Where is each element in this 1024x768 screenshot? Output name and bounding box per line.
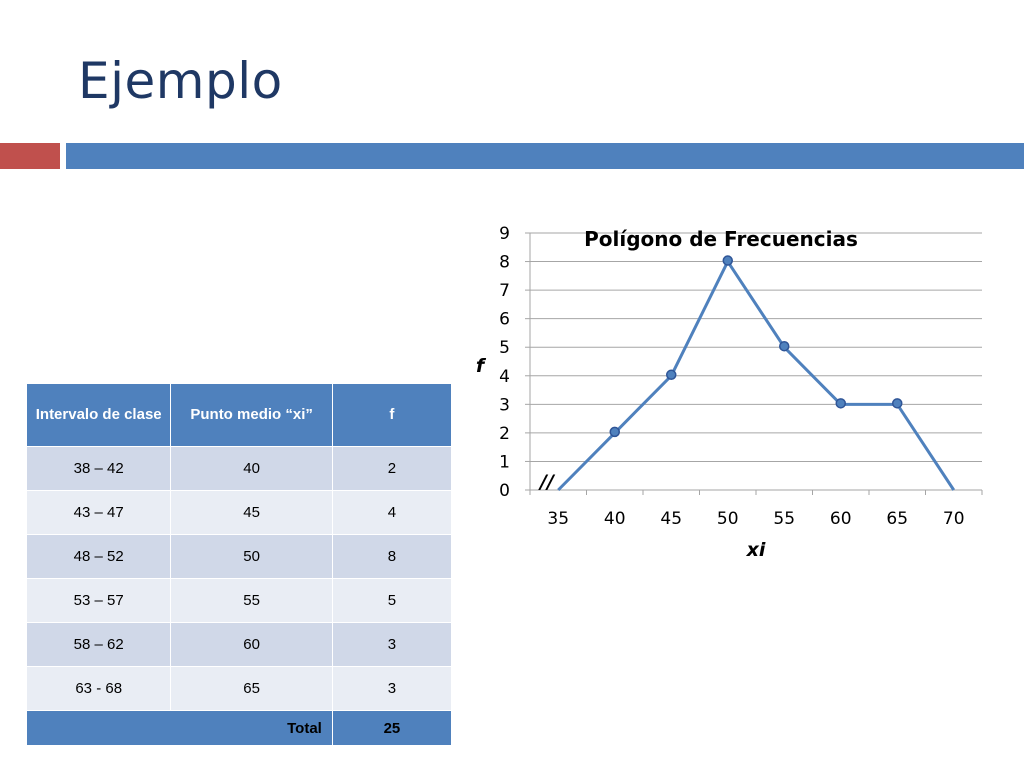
chart-title: Polígono de Frecuencias: [584, 227, 858, 251]
y-tick-label: 4: [499, 367, 510, 387]
table-row: 38 – 42 40 2: [25, 446, 453, 491]
data-point-marker: [892, 398, 903, 409]
x-tick-label: 65: [886, 509, 908, 529]
total-value: 25: [331, 710, 453, 746]
cell-intervalo: 38 – 42: [25, 446, 172, 491]
total-label: Total: [26, 710, 333, 746]
series-line: [557, 260, 956, 492]
table-total-row: Total 25: [26, 710, 453, 746]
cell-f: 8: [331, 534, 453, 579]
slide-title: Ejemplo: [78, 52, 283, 110]
cell-f: 4: [331, 490, 453, 535]
y-tick-label: 2: [499, 424, 510, 444]
y-tick-label: 6: [499, 310, 510, 330]
accent-bar-red: [0, 143, 60, 169]
accent-bar-blue: [66, 143, 1024, 169]
cell-punto-medio: 60: [170, 622, 333, 667]
y-tick-label: 8: [499, 253, 510, 273]
y-axis-label: f: [476, 355, 487, 377]
y-tick-label: 5: [499, 338, 510, 358]
y-tick-label: 7: [499, 281, 510, 301]
x-tick-label: 70: [943, 509, 965, 529]
cell-punto-medio: 40: [170, 446, 333, 491]
data-point-marker: [666, 369, 677, 381]
table-row: 63 - 68 65 3: [25, 666, 453, 711]
table-row: 53 – 57 55 5: [25, 578, 453, 623]
frequency-table: Intervalo de clase Punto medio “xi” f 38…: [25, 383, 453, 746]
y-tick-label: 3: [499, 395, 510, 415]
cell-punto-medio: 55: [170, 578, 333, 623]
chart-gridlines: [525, 232, 983, 495]
y-tick-label: 9: [499, 224, 510, 244]
cell-punto-medio: 45: [170, 490, 333, 535]
cell-f: 2: [331, 446, 453, 491]
cell-f: 3: [331, 666, 453, 711]
y-tick-label: 0: [499, 481, 510, 501]
cell-intervalo: 43 – 47: [25, 490, 172, 535]
x-tick-label: 45: [660, 509, 682, 529]
header-intervalo: Intervalo de clase: [25, 383, 172, 447]
cell-punto-medio: 65: [170, 666, 333, 711]
cell-punto-medio: 50: [170, 534, 333, 579]
header-punto-medio: Punto medio “xi”: [170, 383, 333, 447]
cell-f: 3: [331, 622, 453, 667]
data-point-marker: [835, 398, 846, 409]
x-tick-label: 60: [830, 509, 852, 529]
table-row: 43 – 47 45 4: [25, 490, 453, 535]
data-point-marker: [779, 340, 790, 352]
x-tick-label: 50: [717, 509, 739, 529]
data-point-marker: [609, 426, 620, 438]
table-row: 48 – 52 50 8: [25, 534, 453, 579]
cell-f: 5: [331, 578, 453, 623]
cell-intervalo: 53 – 57: [25, 578, 172, 623]
table-header-row: Intervalo de clase Punto medio “xi” f: [25, 383, 453, 447]
cell-intervalo: 48 – 52: [25, 534, 172, 579]
x-axis-label: xi: [746, 539, 766, 561]
header-f: f: [331, 383, 453, 447]
table-row: 58 – 62 60 3: [25, 622, 453, 667]
cell-intervalo: 58 – 62: [25, 622, 172, 667]
axis-break-mark: //: [538, 471, 556, 493]
y-tick-label: 1: [499, 452, 510, 472]
x-tick-label: 55: [773, 509, 795, 529]
x-tick-label: 40: [604, 509, 626, 529]
x-tick-label: 35: [547, 509, 569, 529]
cell-intervalo: 63 - 68: [25, 666, 172, 711]
chart-markers: [609, 255, 903, 438]
data-point-marker: [722, 255, 733, 266]
